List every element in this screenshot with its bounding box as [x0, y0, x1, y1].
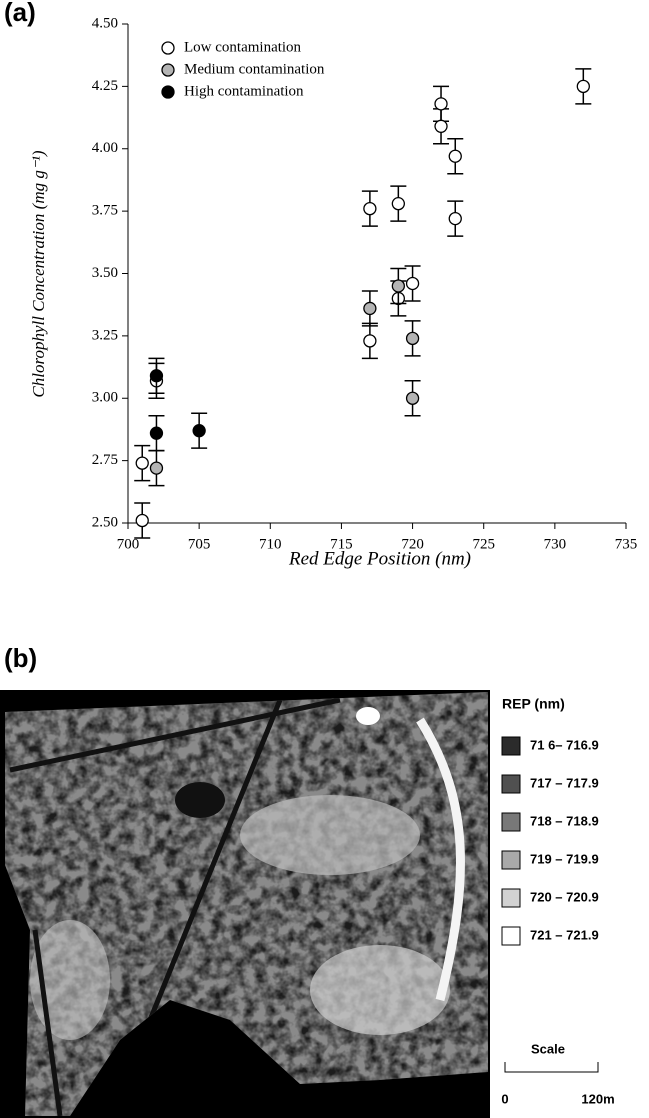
point — [405, 276, 420, 291]
point — [434, 97, 448, 111]
north-arrow — [604, 706, 620, 775]
x-tick-label: 735 — [615, 536, 638, 552]
legend-marker — [161, 63, 175, 77]
y-tick-label: 3.25 — [92, 327, 118, 343]
point — [149, 369, 164, 383]
x-axis-title: Red Edge Position (nm) — [288, 548, 471, 569]
panel-label: (b) — [4, 643, 37, 673]
legend-marker — [161, 85, 175, 99]
scale-bar — [504, 1062, 599, 1073]
legend-label: 71 6– 716.9 — [530, 737, 599, 752]
legend-label: 717 – 717.9 — [530, 775, 599, 790]
legend-label: 718 – 718.9 — [530, 813, 599, 828]
legend-label: High contamination — [184, 83, 304, 99]
legend-label: Medium contamination — [184, 61, 325, 77]
legend-swatch — [501, 774, 521, 794]
legend-swatch — [501, 888, 521, 908]
x-tick-label: 715 — [330, 536, 353, 552]
north-label: N — [607, 685, 616, 700]
y-tick-label: 4.00 — [92, 140, 118, 156]
point — [405, 331, 420, 346]
legend-swatch — [501, 926, 521, 946]
point — [391, 196, 405, 211]
y-tick-label: 2.75 — [92, 452, 118, 468]
point — [448, 149, 462, 163]
x-tick-label: 720 — [401, 536, 424, 552]
x-tick-label: 730 — [544, 536, 567, 552]
y-tick-label: 2.50 — [92, 514, 118, 530]
x-tick-label: 705 — [188, 536, 211, 552]
legend-swatch — [501, 736, 521, 756]
x-tick-label: 725 — [472, 536, 495, 552]
point — [135, 513, 149, 528]
scale-start: 0 — [501, 1091, 508, 1106]
y-tick-label: 4.50 — [92, 15, 118, 31]
scale-title: Scale — [531, 1041, 565, 1056]
point — [135, 456, 149, 470]
legend-label: 721 – 721.9 — [530, 927, 599, 942]
legend-marker — [161, 41, 175, 55]
legend-swatch — [501, 850, 521, 870]
y-tick-label: 3.75 — [92, 203, 118, 219]
point — [192, 424, 206, 438]
legend-label: 720 – 720.9 — [530, 889, 599, 904]
scale-end: 120m — [581, 1091, 614, 1106]
point — [576, 79, 590, 94]
y-axis-title: Chlorophyll Concentration (mg g⁻¹) — [29, 150, 48, 398]
legend-label: Low contamination — [184, 39, 302, 55]
point — [405, 391, 420, 405]
y-tick-label: 3.00 — [92, 390, 118, 406]
legend-title: REP (nm) — [502, 696, 565, 712]
point — [149, 461, 164, 475]
point — [391, 279, 405, 293]
legend-swatch — [501, 812, 521, 832]
x-tick-label: 710 — [259, 536, 282, 552]
panel-label: (a) — [4, 0, 36, 27]
y-tick-label: 3.50 — [92, 265, 118, 281]
point — [363, 334, 377, 348]
point — [363, 201, 377, 216]
point — [448, 211, 462, 226]
point — [434, 119, 448, 133]
point — [149, 426, 164, 440]
map-image — [5, 692, 488, 1116]
x-tick-label: 700 — [117, 536, 140, 552]
y-tick-label: 4.25 — [92, 78, 118, 94]
point — [363, 301, 377, 316]
legend-label: 719 – 719.9 — [530, 851, 599, 866]
